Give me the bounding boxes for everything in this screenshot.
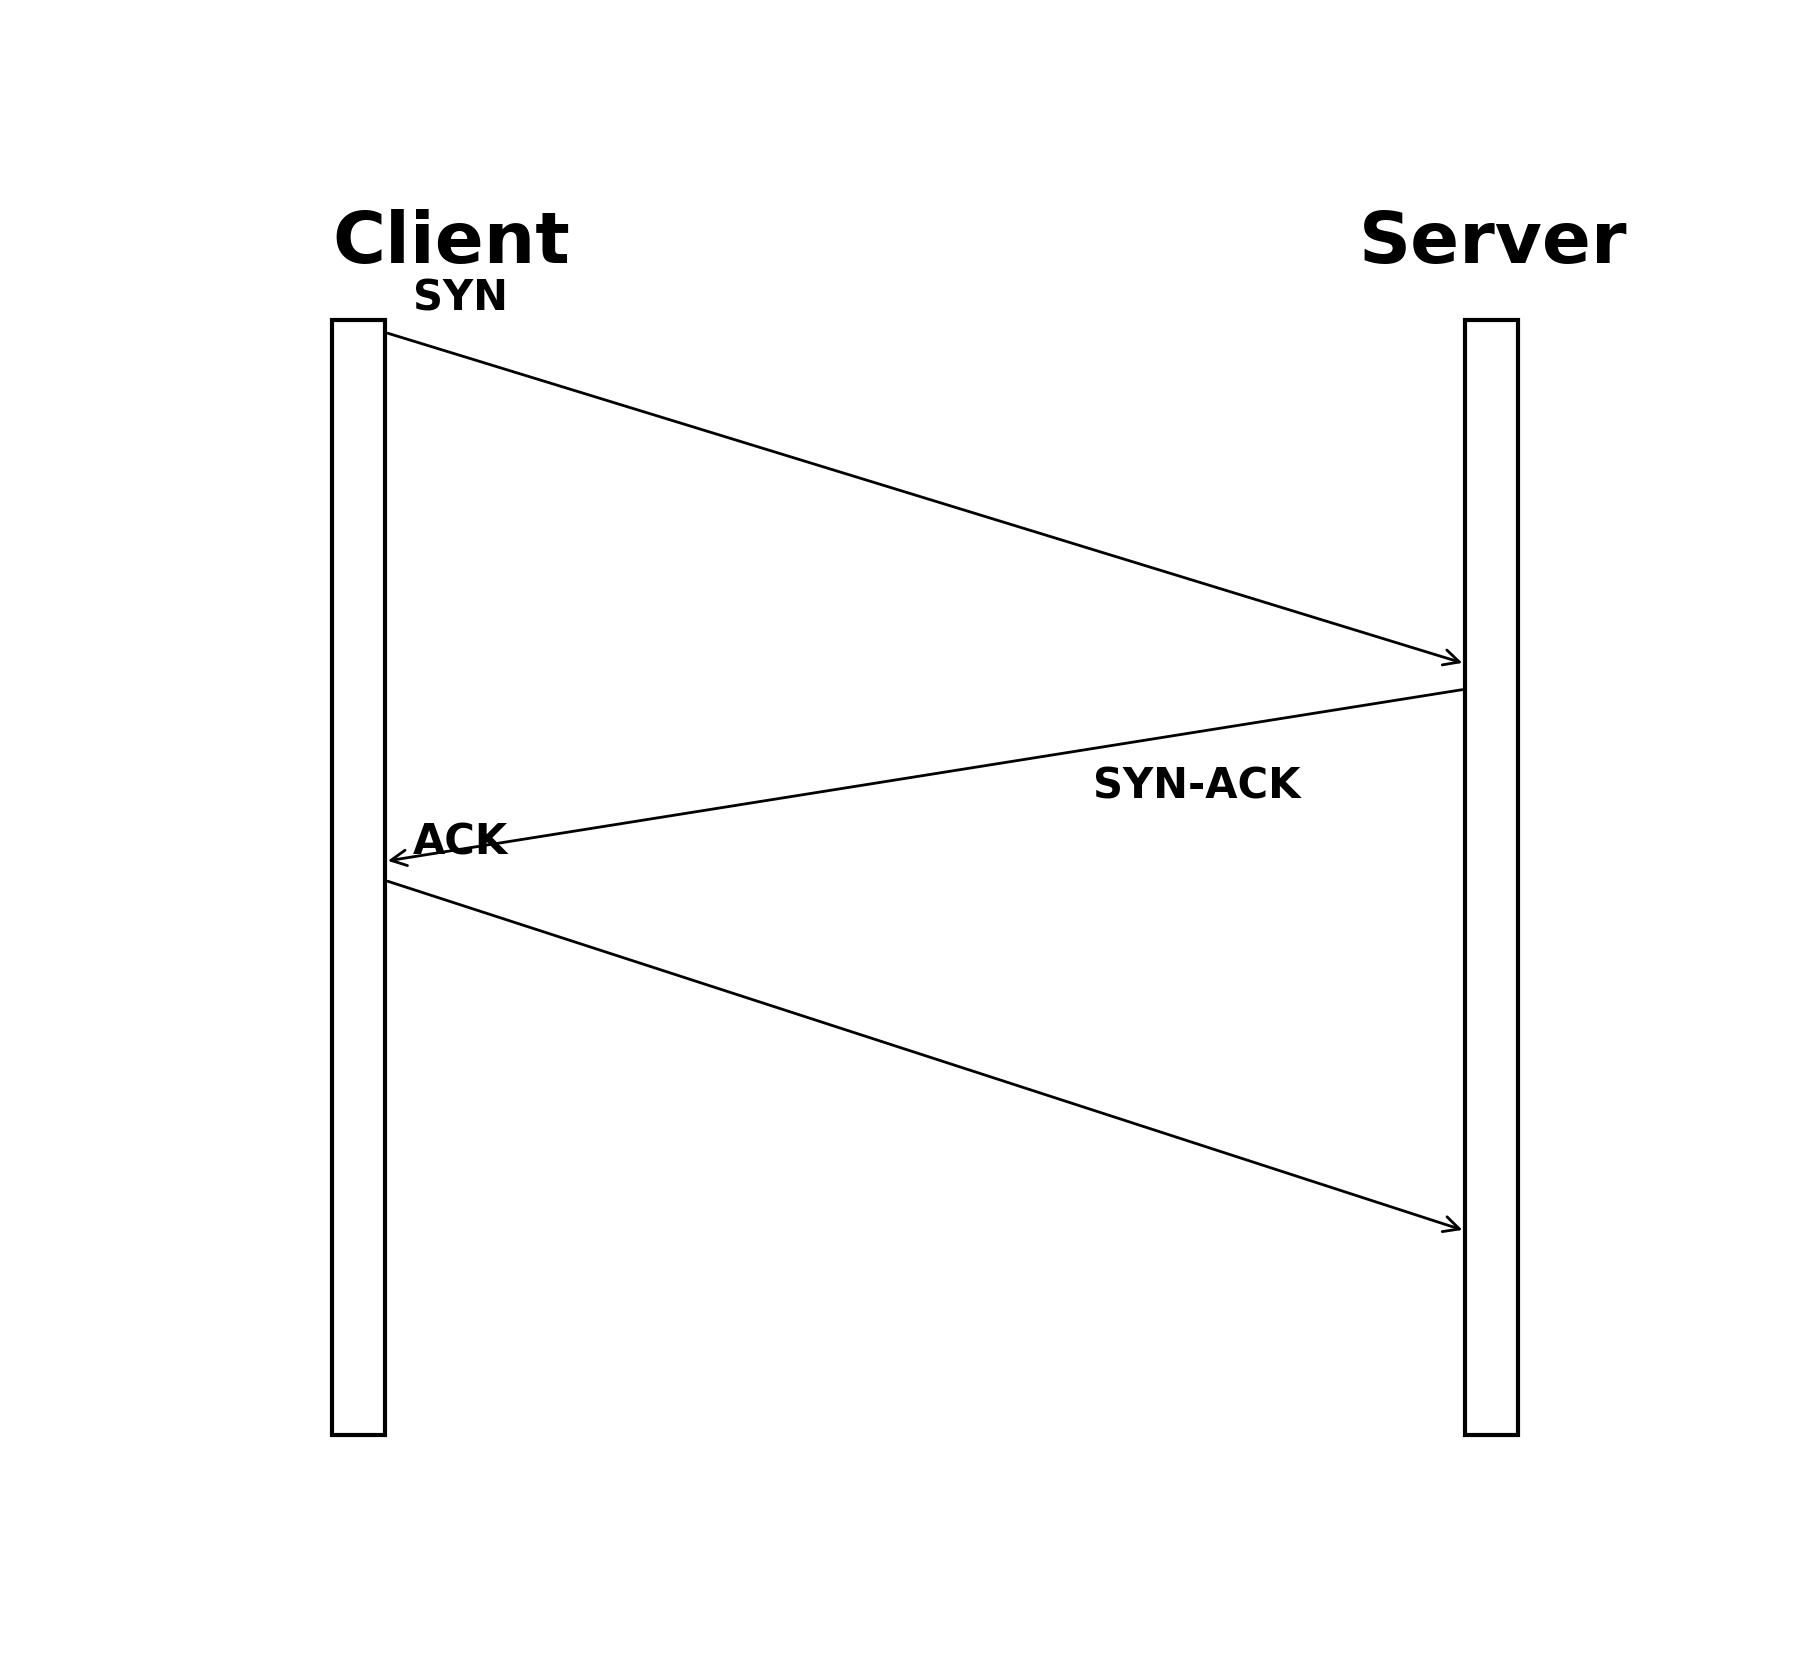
Text: SYN-ACK: SYN-ACK — [1094, 766, 1300, 808]
Text: Client: Client — [332, 209, 570, 278]
Text: ACK: ACK — [413, 823, 509, 864]
Bar — [1466, 319, 1518, 1435]
Text: Server: Server — [1359, 209, 1628, 278]
Text: SYN: SYN — [413, 278, 507, 319]
Bar — [332, 319, 384, 1435]
